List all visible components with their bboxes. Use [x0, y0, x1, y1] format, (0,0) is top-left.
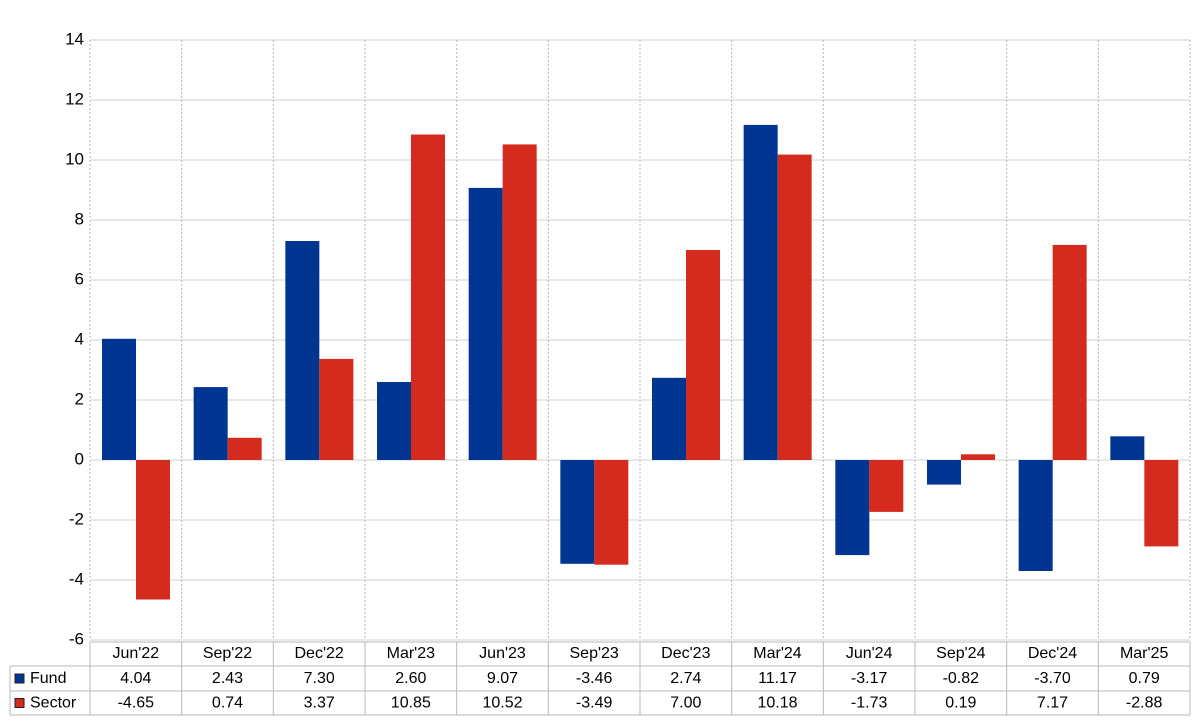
bar — [193, 387, 228, 460]
table-value: -3.49 — [576, 695, 613, 712]
bar — [560, 460, 595, 564]
bar — [468, 187, 503, 460]
bar — [1110, 436, 1145, 460]
y-tick-label: 2 — [75, 389, 84, 408]
y-tick-label: 4 — [75, 329, 84, 348]
bar — [1144, 460, 1179, 547]
bar — [377, 382, 411, 460]
table-value: -0.82 — [943, 670, 980, 687]
table-value: 2.60 — [395, 670, 426, 687]
legend-label: Fund — [30, 670, 66, 687]
table-value: 9.07 — [487, 670, 518, 687]
table-value: -2.88 — [1126, 695, 1163, 712]
y-tick-label: 0 — [75, 449, 84, 468]
bar — [285, 241, 320, 460]
bar — [102, 338, 136, 460]
bar — [777, 154, 812, 460]
y-tick-label: 12 — [65, 89, 84, 108]
x-tick-label: Jun'24 — [846, 645, 893, 662]
table-value: 2.74 — [670, 670, 701, 687]
table-value: 7.00 — [670, 695, 701, 712]
bar — [1052, 244, 1087, 460]
x-tick-label: Dec'24 — [1028, 645, 1077, 662]
table-value: -3.46 — [576, 670, 613, 687]
y-tick-label: -4 — [69, 569, 84, 588]
bar — [652, 377, 686, 460]
x-tick-label: Sep'24 — [936, 645, 985, 662]
legend-swatch — [14, 698, 25, 708]
table-value: 0.74 — [212, 695, 243, 712]
x-tick-label: Sep'22 — [203, 645, 252, 662]
x-tick-label: Jun'23 — [479, 645, 526, 662]
legend-label: Sector — [30, 695, 77, 712]
table-value: -3.70 — [1034, 670, 1071, 687]
table-value: 11.17 — [758, 670, 797, 687]
table-value: 10.18 — [757, 695, 797, 712]
table-value: 0.79 — [1129, 670, 1160, 687]
table-value: 0.19 — [945, 695, 976, 712]
table-value: -4.65 — [118, 695, 155, 712]
bar — [686, 250, 720, 460]
bar — [1018, 460, 1053, 571]
bar — [502, 144, 537, 460]
y-tick-label: 10 — [65, 149, 84, 168]
x-tick-label: Sep'23 — [570, 645, 619, 662]
y-tick-label: -6 — [69, 629, 84, 648]
bar — [319, 358, 354, 460]
x-tick-label: Jun'22 — [113, 645, 160, 662]
table-value: 3.37 — [304, 695, 335, 712]
bar — [227, 437, 262, 460]
x-tick-label: Mar'24 — [753, 645, 802, 662]
table-value: 4.04 — [120, 670, 151, 687]
y-tick-label: 6 — [75, 269, 84, 288]
table-value: 7.17 — [1037, 695, 1068, 712]
y-tick-label: -2 — [69, 509, 84, 528]
table-value: 10.52 — [482, 695, 522, 712]
bar — [927, 460, 961, 485]
x-tick-label: Mar'23 — [387, 645, 436, 662]
x-tick-label: Dec'23 — [661, 645, 710, 662]
y-tick-label: 8 — [75, 209, 84, 228]
bar — [835, 460, 870, 556]
table-value: 2.43 — [212, 670, 243, 687]
table-value: 7.30 — [304, 670, 335, 687]
bar — [594, 460, 629, 565]
table-value: 10.85 — [391, 695, 431, 712]
bar — [136, 460, 170, 600]
bar — [411, 134, 445, 460]
bar — [961, 454, 995, 460]
legend-swatch — [14, 673, 25, 684]
x-tick-label: Mar'25 — [1120, 645, 1169, 662]
table-value: -3.17 — [851, 670, 888, 687]
bar — [869, 460, 904, 512]
x-tick-label: Dec'22 — [295, 645, 344, 662]
bar — [743, 124, 778, 461]
table-value: -1.73 — [851, 695, 888, 712]
y-tick-label: 14 — [65, 29, 84, 48]
